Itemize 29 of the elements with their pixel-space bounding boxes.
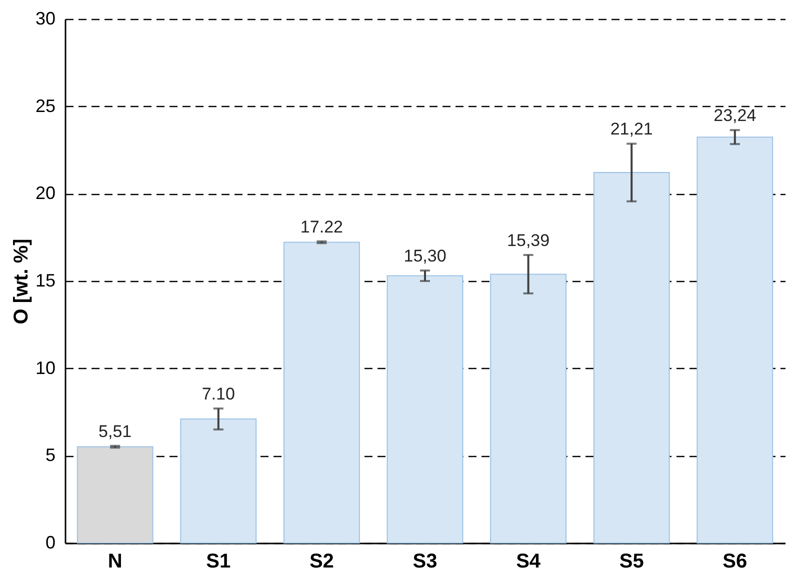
y-tick-label: 5 bbox=[45, 445, 56, 466]
x-tick-label: S4 bbox=[516, 550, 542, 572]
x-tick-label: S6 bbox=[722, 550, 748, 572]
x-tick-label: S1 bbox=[206, 550, 231, 572]
data-label: 5,51 bbox=[98, 422, 132, 441]
x-tick-label: S2 bbox=[309, 550, 334, 572]
data-label: 7.10 bbox=[202, 384, 235, 404]
x-tick-label: N bbox=[108, 550, 122, 572]
y-tick-label: 0 bbox=[45, 532, 56, 552]
bar bbox=[386, 275, 464, 544]
bar bbox=[180, 418, 257, 544]
data-label: 17.22 bbox=[300, 217, 343, 236]
bar bbox=[593, 172, 670, 544]
x-tick-label: S5 bbox=[619, 550, 644, 572]
bar bbox=[283, 242, 360, 544]
y-tick-label: 30 bbox=[35, 8, 56, 28]
data-label: 15,30 bbox=[404, 246, 446, 266]
x-tick-label: S3 bbox=[412, 550, 438, 572]
y-tick-label: 15 bbox=[35, 270, 56, 290]
bar bbox=[490, 274, 567, 544]
data-label: 23,24 bbox=[714, 106, 756, 126]
bar bbox=[696, 136, 774, 544]
y-axis-title: O [wt. %] bbox=[10, 238, 32, 324]
y-tick-label: 10 bbox=[35, 358, 56, 378]
y-tick-label: 25 bbox=[35, 96, 56, 116]
data-label: 15,39 bbox=[507, 230, 550, 250]
y-tick-label: 20 bbox=[35, 183, 56, 204]
bar bbox=[76, 446, 154, 544]
data-label: 21,21 bbox=[610, 120, 653, 139]
